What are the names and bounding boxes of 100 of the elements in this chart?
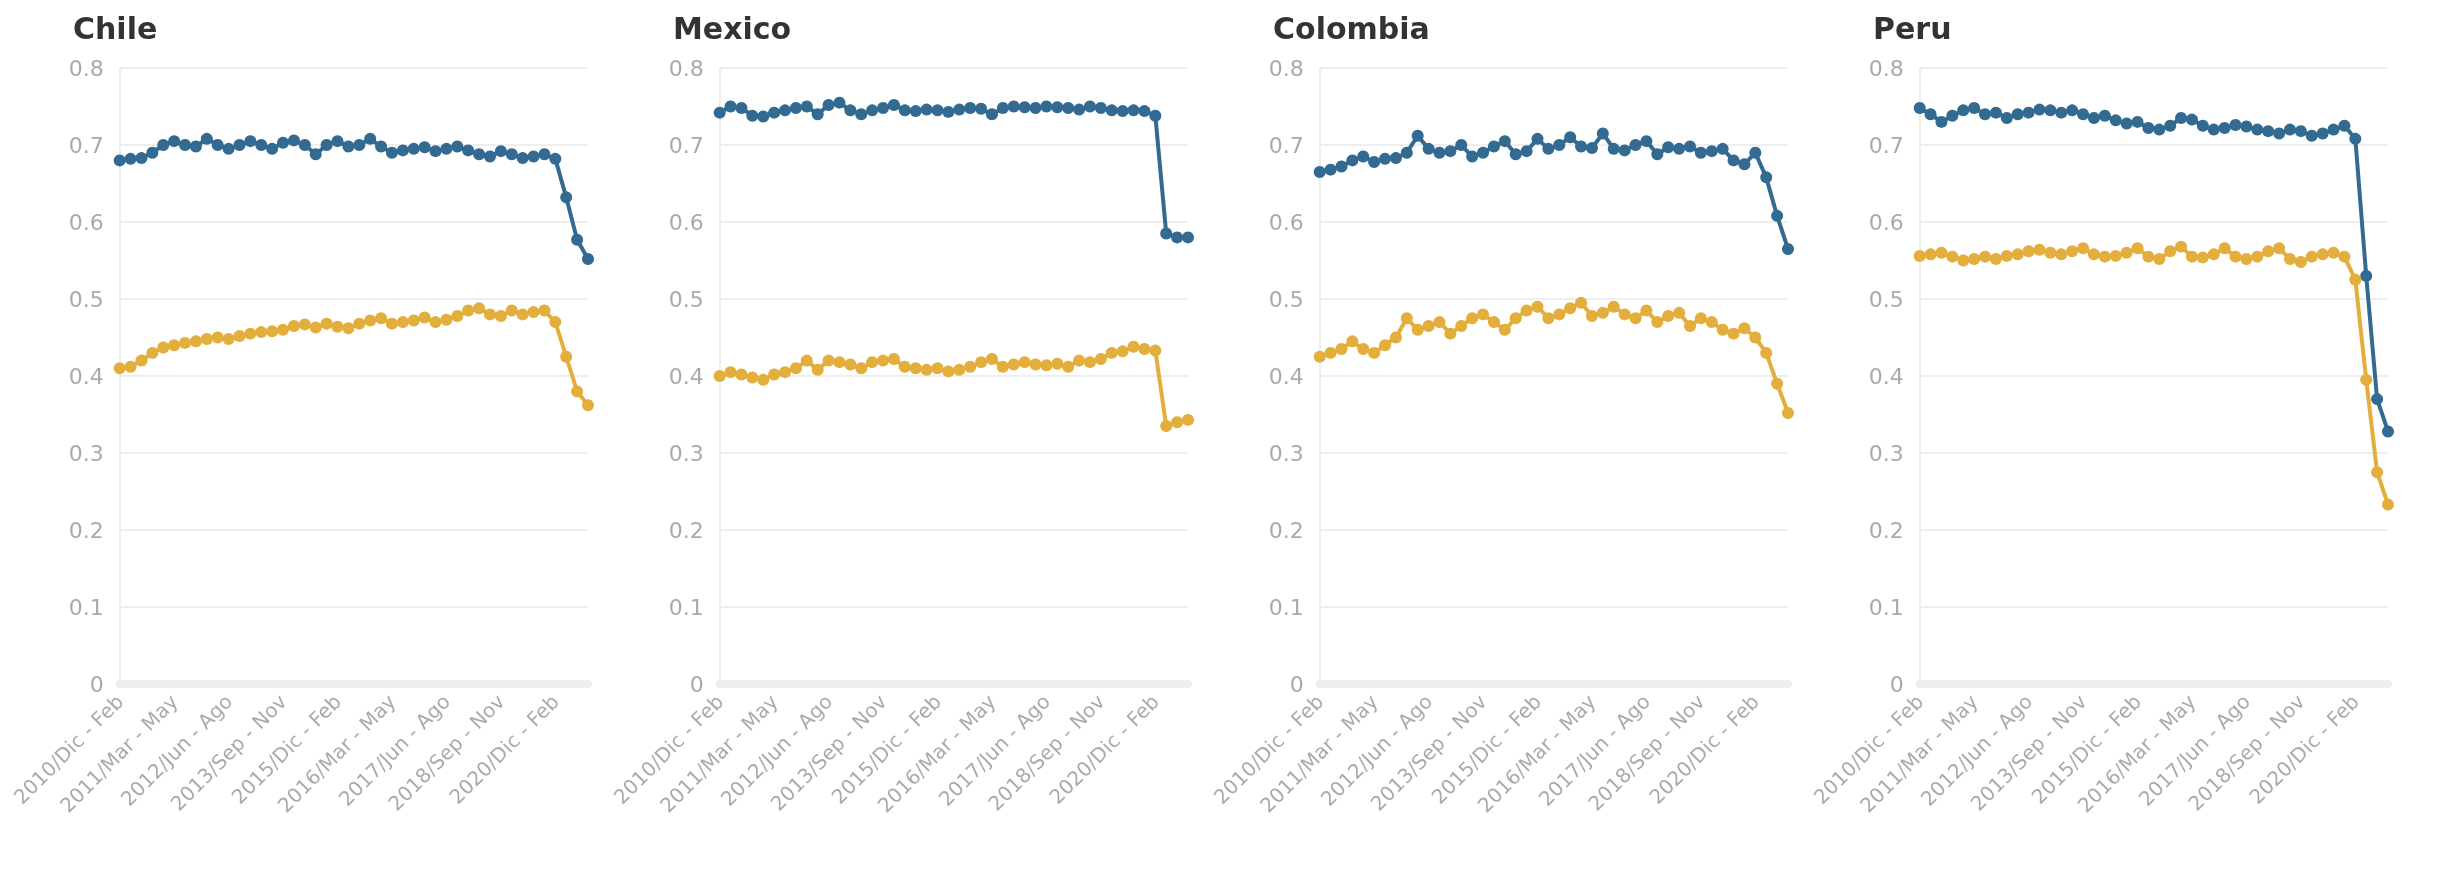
point — [1705, 316, 1718, 329]
y-tick-label: 0.5 — [68, 286, 104, 312]
point — [1607, 300, 1620, 313]
point — [1062, 102, 1075, 115]
point — [1105, 104, 1118, 117]
point — [309, 321, 322, 334]
y-tick-label: 0.8 — [1268, 55, 1304, 81]
point — [2131, 242, 2144, 255]
point — [2196, 251, 2209, 264]
point — [2164, 119, 2177, 132]
point — [1596, 127, 1609, 140]
point — [255, 139, 268, 151]
point — [375, 140, 388, 153]
point — [1531, 132, 1544, 145]
point — [1968, 102, 1981, 115]
point — [2142, 250, 2155, 263]
y-tick-label: 0.5 — [1268, 286, 1304, 312]
point — [1716, 323, 1729, 336]
point — [462, 304, 475, 317]
point — [1368, 346, 1381, 359]
point — [855, 362, 868, 375]
point — [713, 106, 726, 119]
point — [1149, 109, 1162, 122]
y-tick-label: 0.4 — [668, 363, 704, 389]
y-tick-label: 0.2 — [1268, 517, 1304, 543]
point — [1749, 331, 1762, 344]
point — [168, 135, 181, 148]
point — [822, 98, 835, 111]
point — [2316, 248, 2329, 261]
point — [1094, 353, 1107, 366]
point — [1444, 145, 1457, 158]
point — [1357, 150, 1370, 163]
point — [2109, 114, 2122, 127]
point — [582, 252, 594, 265]
point — [2349, 132, 2362, 145]
point — [451, 309, 464, 322]
point — [1564, 302, 1577, 315]
point — [1182, 231, 1194, 244]
point — [1346, 154, 1359, 167]
y-tick-label: 0.5 — [1868, 286, 1904, 312]
point — [353, 317, 366, 330]
point — [1553, 308, 1566, 321]
point — [1313, 165, 1326, 178]
point — [1673, 142, 1686, 155]
point — [1171, 416, 1184, 429]
point — [1313, 350, 1326, 363]
chart-title: Mexico — [673, 10, 792, 46]
point — [1498, 323, 1511, 336]
point — [1105, 346, 1118, 359]
point — [1640, 135, 1653, 148]
point — [353, 139, 366, 151]
point — [571, 233, 584, 246]
point — [1651, 148, 1664, 161]
point — [1422, 319, 1435, 332]
y-tick-label: 0.8 — [668, 55, 704, 81]
y-tick-label: 0.1 — [68, 594, 104, 620]
point — [364, 132, 377, 145]
point — [538, 148, 551, 161]
point — [1400, 146, 1413, 159]
point — [135, 152, 148, 165]
y-tick-label: 0.3 — [68, 440, 104, 466]
point — [494, 309, 507, 322]
y-tick-label: 0 — [689, 671, 704, 697]
point — [407, 142, 420, 155]
point — [1051, 101, 1064, 114]
point — [2033, 103, 2046, 116]
point — [1018, 101, 1031, 114]
point — [2077, 108, 2090, 121]
point — [985, 108, 998, 121]
point — [189, 140, 202, 153]
point — [396, 144, 409, 157]
point — [1029, 358, 1042, 371]
point — [429, 145, 442, 158]
point — [473, 302, 486, 315]
point — [2371, 466, 2384, 479]
point — [1738, 322, 1751, 335]
point — [2207, 123, 2220, 136]
point — [1116, 345, 1129, 358]
point — [1073, 354, 1086, 367]
point — [451, 140, 464, 153]
point — [735, 102, 748, 115]
point — [298, 318, 311, 331]
point — [1083, 100, 1096, 113]
point — [789, 102, 802, 115]
point — [1466, 150, 1479, 163]
point — [746, 109, 759, 122]
point — [1051, 357, 1064, 370]
y-tick-label: 0.7 — [1268, 132, 1304, 158]
point — [1662, 309, 1675, 322]
point — [320, 139, 333, 151]
point — [1160, 420, 1173, 433]
point — [505, 148, 518, 161]
point — [1727, 327, 1740, 340]
point — [2109, 249, 2122, 262]
point — [2000, 112, 2013, 125]
point — [516, 308, 529, 321]
point — [1094, 102, 1107, 115]
point — [1924, 108, 1937, 121]
point — [1935, 246, 1948, 259]
point — [1957, 254, 1970, 267]
